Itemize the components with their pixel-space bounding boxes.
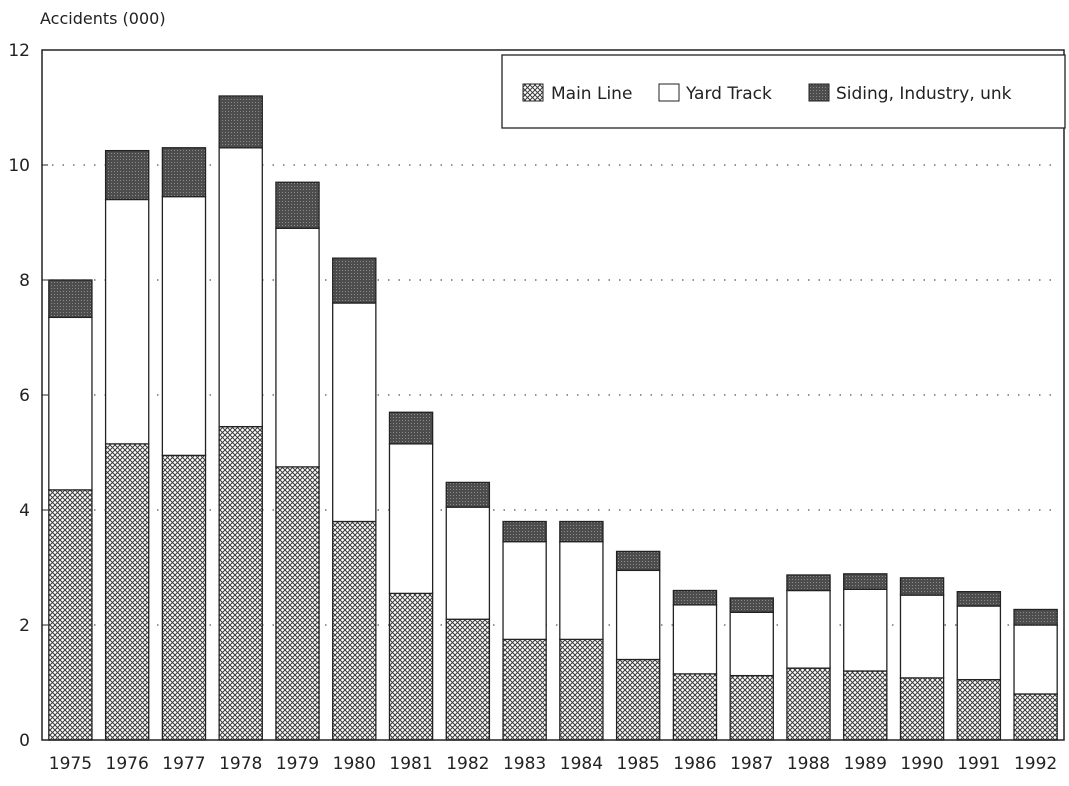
bar-siding-industry-unk: [786, 574, 831, 592]
y-tick-label: 10: [8, 156, 30, 176]
bar-siding-industry-unk: [899, 577, 945, 596]
bar-main-line: [48, 489, 93, 741]
y-axis-ticks: 0 2 4 6 8 10 12: [8, 41, 48, 751]
bar-yard-track: [48, 316, 93, 491]
x-tick-label: 1988: [787, 754, 830, 774]
x-tick-label: 1985: [617, 754, 660, 774]
bar-siding-industry-unk: [672, 589, 718, 606]
bar-yard-track: [1013, 624, 1058, 695]
bar-siding-industry-unk: [615, 550, 661, 572]
bar-siding-industry-unk: [48, 279, 93, 319]
x-tick-label: 1982: [446, 754, 489, 774]
bar-main-line: [956, 678, 1002, 741]
bar-yard-track: [218, 147, 263, 428]
bar-main-line: [729, 674, 774, 741]
legend-box: [501, 54, 1066, 129]
bar-siding-industry-unk: [388, 411, 434, 445]
bar-yard-track: [104, 198, 150, 445]
bar-siding-industry-unk: [275, 181, 320, 229]
x-tick-label: 1975: [49, 754, 92, 774]
bar-siding-industry-unk: [1013, 608, 1058, 626]
bar-main-line: [445, 618, 491, 741]
x-tick-label: 1976: [106, 754, 149, 774]
bar-yard-track: [275, 227, 320, 468]
bar-siding-industry-unk: [332, 257, 377, 304]
bar-main-line: [899, 677, 945, 741]
bar-main-line: [1013, 693, 1058, 741]
bar-main-line: [502, 638, 547, 741]
bar-yard-track: [388, 443, 434, 595]
y-tick-label: 8: [19, 271, 30, 291]
y-axis-title: Accidents (000): [40, 9, 166, 28]
x-tick-label: 1977: [162, 754, 205, 774]
bar-siding-industry-unk: [843, 573, 888, 591]
legend-label-main-line: Main Line: [551, 84, 632, 104]
y-tick-label: 4: [19, 501, 30, 521]
y-tick-label: 2: [19, 616, 30, 636]
legend-swatch-main-line: [522, 83, 544, 102]
bar-yard-track: [672, 604, 718, 675]
bar-main-line: [332, 520, 377, 741]
bar-yard-track: [843, 588, 888, 672]
legend: Main Line Yard Track Siding, Industry, u…: [501, 54, 1066, 129]
x-tick-label: 1987: [730, 754, 773, 774]
bar-yard-track: [559, 540, 604, 641]
bar-main-line: [275, 466, 320, 741]
x-tick-label: 1990: [900, 754, 943, 774]
bar-yard-track: [786, 589, 831, 669]
y-tick-label: 0: [19, 731, 30, 751]
bar-siding-industry-unk: [104, 149, 150, 201]
x-tick-label: 1989: [844, 754, 887, 774]
bar-siding-industry-unk: [956, 591, 1002, 607]
bar-main-line: [615, 658, 661, 741]
bar-main-line: [161, 454, 207, 741]
legend-label-siding: Siding, Industry, unk: [836, 84, 1012, 104]
bar-yard-track: [956, 605, 1002, 681]
x-tick-label: 1980: [333, 754, 376, 774]
bar-yard-track: [899, 594, 945, 679]
bar-main-line: [672, 673, 718, 741]
bar-siding-industry-unk: [161, 147, 207, 198]
x-tick-label: 1978: [219, 754, 262, 774]
bar-main-line: [104, 443, 150, 741]
x-tick-label: 1986: [673, 754, 716, 774]
x-tick-label: 1992: [1014, 754, 1057, 774]
plot-frame: [41, 49, 1065, 741]
y-tick-label: 6: [19, 386, 30, 406]
legend-label-yard-track: Yard Track: [685, 84, 772, 104]
bar-siding-industry-unk: [502, 520, 547, 543]
bar-yard-track: [332, 302, 377, 523]
bar-main-line: [218, 425, 263, 741]
bars: [48, 95, 1058, 741]
x-tick-label: 1979: [276, 754, 319, 774]
bar-yard-track: [161, 195, 207, 457]
bar-main-line: [559, 638, 604, 741]
bar-yard-track: [729, 611, 774, 677]
x-tick-label: 1984: [560, 754, 603, 774]
bar-siding-industry-unk: [559, 520, 604, 543]
bar-siding-industry-unk: [729, 597, 774, 613]
x-tick-label: 1981: [389, 754, 432, 774]
bar-yard-track: [502, 540, 547, 641]
bar-siding-industry-unk: [218, 95, 263, 149]
y-tick-label: 12: [8, 41, 30, 61]
bar-main-line: [388, 592, 434, 741]
x-tick-label: 1991: [957, 754, 1000, 774]
legend-swatch-yard-track: [658, 83, 680, 102]
legend-swatch-siding: [808, 83, 830, 102]
bar-main-line: [786, 667, 831, 741]
x-axis-ticks: 1975 1976 1977 1978 1979 1980 1981 1982 1983 1984…: [49, 754, 1057, 774]
bar-yard-track: [445, 506, 491, 620]
x-tick-label: 1983: [503, 754, 546, 774]
bar-siding-industry-unk: [445, 481, 491, 508]
bar-main-line: [843, 670, 888, 741]
bar-yard-track: [615, 569, 661, 661]
